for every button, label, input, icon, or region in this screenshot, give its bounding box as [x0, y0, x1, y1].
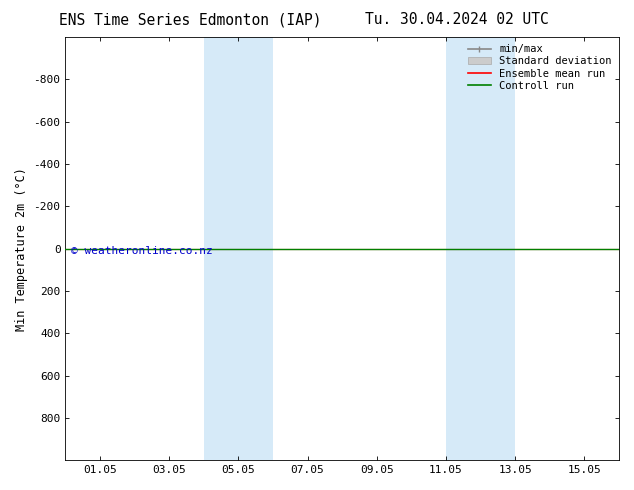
Legend: min/max, Standard deviation, Ensemble mean run, Controll run: min/max, Standard deviation, Ensemble me…	[466, 42, 614, 93]
Text: ENS Time Series Edmonton (IAP): ENS Time Series Edmonton (IAP)	[59, 12, 321, 27]
Bar	[446, 37, 515, 460]
Bar	[204, 37, 273, 460]
Text: Tu. 30.04.2024 02 UTC: Tu. 30.04.2024 02 UTC	[365, 12, 548, 27]
Y-axis label: Min Temperature 2m (°C): Min Temperature 2m (°C)	[15, 167, 28, 331]
Text: © weatheronline.co.nz: © weatheronline.co.nz	[71, 246, 212, 256]
